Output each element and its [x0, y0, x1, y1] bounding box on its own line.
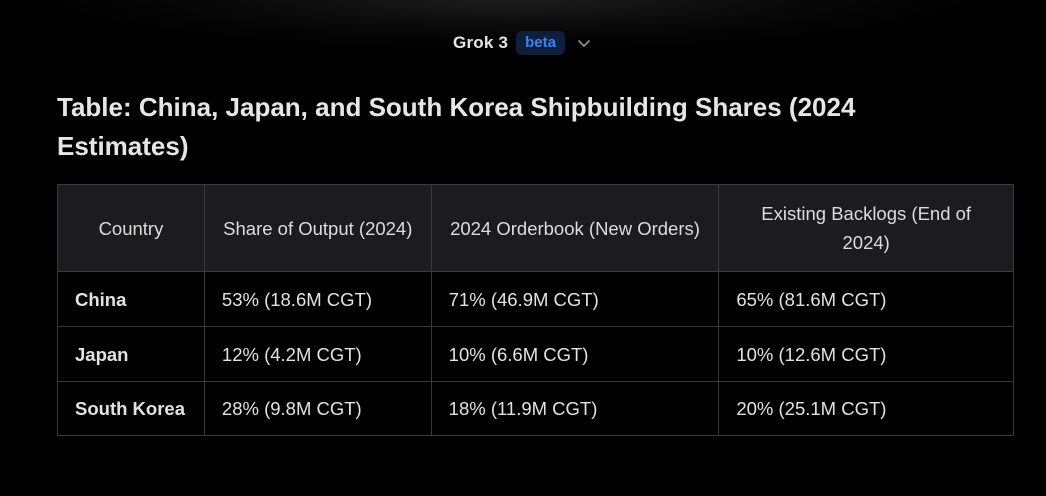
country-cell: South Korea: [57, 381, 205, 436]
column-header-country: Country: [57, 184, 205, 272]
orderbook-cell: 10% (6.6M CGT): [430, 326, 720, 382]
model-name: Grok 3: [453, 33, 509, 52]
backlog-cell: 20% (25.1M CGT): [718, 381, 1014, 436]
blurred-top-area: [40, 0, 980, 50]
output-share-cell: 12% (4.2M CGT): [203, 326, 432, 382]
table-row: South Korea 28% (9.8M CGT) 18% (11.9M CG…: [57, 381, 1014, 436]
backlog-cell: 65% (81.6M CGT): [718, 271, 1014, 327]
orderbook-cell: 71% (46.9M CGT): [430, 271, 720, 327]
beta-badge: beta: [516, 31, 565, 55]
output-share-cell: 28% (9.8M CGT): [203, 381, 432, 436]
table-title: Table: China, Japan, and South Korea Shi…: [57, 92, 856, 161]
table-row: Japan 12% (4.2M CGT) 10% (6.6M CGT) 10% …: [57, 326, 1014, 382]
orderbook-cell: 18% (11.9M CGT): [430, 381, 720, 436]
chevron-down-icon[interactable]: [575, 34, 593, 52]
country-cell: Japan: [57, 326, 205, 382]
model-selector[interactable]: Grok 3 beta: [0, 31, 1046, 55]
backlog-cell: 10% (12.6M CGT): [718, 326, 1014, 382]
country-cell: China: [57, 271, 205, 327]
shipbuilding-shares-table: Country Share of Output (2024) 2024 Orde…: [57, 184, 1014, 436]
table-header-row: Country Share of Output (2024) 2024 Orde…: [57, 184, 1014, 272]
output-share-cell: 53% (18.6M CGT): [203, 271, 432, 327]
column-header-backlogs: Existing Backlogs (End of 2024): [718, 184, 1014, 272]
column-header-orderbook: 2024 Orderbook (New Orders): [430, 184, 720, 272]
table-row: China 53% (18.6M CGT) 71% (46.9M CGT) 65…: [57, 271, 1014, 327]
column-header-share-of-output: Share of Output (2024): [203, 184, 432, 272]
